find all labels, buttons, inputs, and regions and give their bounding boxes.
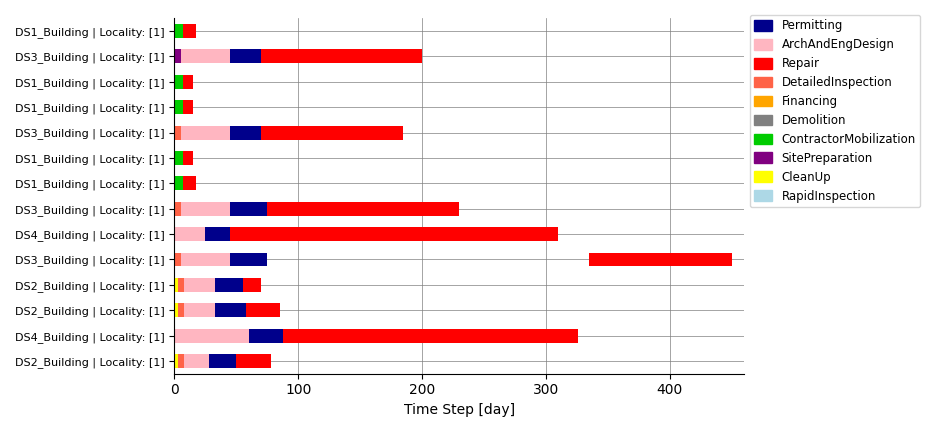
Bar	[215, 278, 242, 292]
Bar	[174, 49, 230, 64]
Bar	[178, 303, 184, 317]
Bar	[174, 126, 181, 140]
Bar	[178, 354, 209, 368]
Bar	[283, 329, 578, 343]
Bar	[174, 278, 178, 292]
Bar	[246, 303, 279, 317]
Bar	[174, 253, 181, 267]
Bar	[230, 227, 558, 241]
Bar	[230, 126, 261, 140]
Bar	[183, 176, 196, 191]
Bar	[178, 354, 184, 368]
Bar	[230, 202, 267, 216]
Bar	[230, 253, 267, 267]
Bar	[174, 24, 183, 38]
Bar	[248, 329, 283, 343]
Bar	[174, 303, 178, 317]
Bar	[174, 126, 181, 140]
Bar	[174, 176, 183, 191]
Bar	[174, 227, 205, 241]
Bar	[183, 100, 193, 114]
Bar	[209, 354, 236, 368]
Bar	[261, 49, 421, 64]
Bar	[174, 202, 181, 216]
Bar	[174, 253, 230, 267]
Bar	[183, 151, 193, 165]
Bar	[261, 126, 403, 140]
Bar	[174, 202, 230, 216]
Bar	[205, 227, 230, 241]
Bar	[174, 75, 183, 89]
Bar	[174, 151, 183, 165]
Bar	[267, 202, 459, 216]
Bar	[589, 253, 731, 267]
Bar	[230, 49, 261, 64]
X-axis label: Time Step [day]: Time Step [day]	[403, 403, 514, 417]
Bar	[242, 278, 261, 292]
Bar	[174, 202, 181, 216]
Bar	[178, 278, 215, 292]
Bar	[178, 278, 184, 292]
Bar	[183, 24, 196, 38]
Legend: Permitting, ArchAndEngDesign, Repair, DetailedInspection, Financing, Demolition,: Permitting, ArchAndEngDesign, Repair, De…	[749, 15, 919, 207]
Bar	[236, 354, 271, 368]
Bar	[174, 100, 183, 114]
Bar	[183, 75, 193, 89]
Bar	[174, 354, 178, 368]
Bar	[174, 329, 248, 343]
Bar	[174, 126, 230, 140]
Bar	[174, 49, 181, 64]
Bar	[215, 303, 246, 317]
Bar	[174, 253, 181, 267]
Bar	[178, 303, 215, 317]
